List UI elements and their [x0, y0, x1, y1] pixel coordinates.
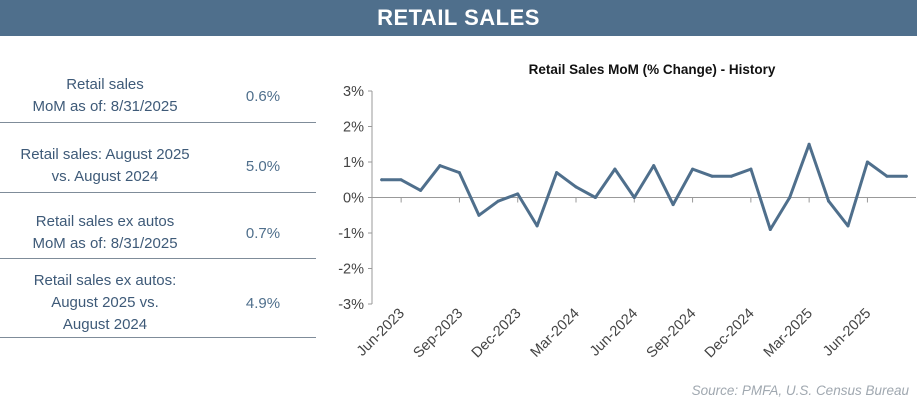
header-banner: RETAIL SALES	[0, 0, 917, 36]
data-point	[613, 167, 617, 171]
y-tick-label: -1%	[338, 226, 364, 242]
data-point	[438, 164, 442, 168]
data-point	[419, 188, 423, 192]
stat-value: 0.6%	[245, 87, 281, 105]
data-point	[710, 174, 714, 178]
stat-label-line: August 2025 vs.	[51, 294, 159, 311]
x-tick-label: Jun-2025	[820, 306, 874, 360]
data-point	[885, 174, 889, 178]
stat-label-line: MoM as of: 8/31/2025	[32, 98, 178, 115]
data-point	[516, 192, 520, 196]
divider	[0, 337, 316, 338]
x-tick-label: Dec-2024	[702, 306, 758, 362]
data-point	[865, 160, 869, 164]
x-tick-label: Jun-2024	[587, 306, 641, 360]
data-point	[691, 167, 695, 171]
data-point	[457, 171, 461, 175]
stat-label-line: August 2024	[62, 316, 148, 333]
data-point	[904, 174, 908, 178]
data-point	[827, 199, 831, 203]
x-tick-label: Mar-2025	[761, 306, 816, 361]
stat-label-line: vs. August 2024	[51, 168, 159, 185]
stat-label-line: Retail sales ex autos	[35, 213, 175, 230]
stat-value: 0.7%	[245, 224, 281, 242]
data-point	[768, 228, 772, 231]
stat-label: Retail sales: August 2025 vs. August 202…	[0, 144, 210, 188]
data-point	[593, 196, 597, 199]
divider	[0, 192, 316, 193]
data-point	[380, 178, 384, 182]
stat-value: 5.0%	[245, 157, 281, 175]
divider	[0, 258, 316, 259]
data-point	[788, 196, 792, 199]
x-tick-label: Sep-2024	[644, 306, 700, 362]
series-line	[380, 142, 908, 231]
stat-label-line: Retail sales: August 2025	[20, 146, 190, 163]
y-tick-label: -3%	[338, 297, 364, 313]
y-tick-label: 1%	[343, 155, 364, 171]
chart-title: Retail Sales MoM (% Change) - History	[529, 62, 776, 77]
y-tick-label: 2%	[343, 120, 364, 136]
data-point	[729, 174, 733, 178]
data-point	[535, 224, 539, 228]
line-chart: Retail Sales MoM (% Change) - History 3% 2…	[338, 62, 916, 362]
data-point	[399, 178, 403, 182]
y-tick-label: 3%	[343, 84, 364, 100]
stat-label: Retail sales ex autos MoM as of: 8/31/20…	[0, 211, 210, 255]
data-point	[652, 164, 656, 168]
stat-label: Retail sales ex autos: August 2025 vs. A…	[0, 270, 210, 336]
stat-label-line: Retail sales	[66, 76, 144, 93]
data-point	[574, 185, 578, 189]
stat-value: 4.9%	[245, 294, 281, 312]
source-note: Source: PMFA, U.S. Census Bureau	[691, 383, 909, 398]
data-point	[846, 224, 850, 228]
x-tick-label: Mar-2024	[528, 306, 583, 361]
data-point	[749, 167, 753, 171]
data-point	[496, 199, 500, 203]
data-point	[671, 203, 675, 207]
data-point	[807, 142, 811, 146]
stat-row-retail-mom: Retail sales MoM as of: 8/31/2025 0.6%	[0, 70, 316, 122]
stat-row-retail-yoy: Retail sales: August 2025 vs. August 202…	[0, 140, 316, 192]
data-point	[477, 213, 481, 217]
y-tick-label: 0%	[343, 191, 364, 207]
data-point	[632, 196, 636, 199]
x-tick-label: Dec-2023	[469, 306, 525, 362]
data-point	[555, 171, 559, 175]
x-tick-label: Sep-2023	[410, 306, 466, 362]
stat-label: Retail sales MoM as of: 8/31/2025	[0, 74, 210, 118]
x-tick-label: Jun-2023	[354, 306, 408, 360]
page-title: RETAIL SALES	[377, 5, 540, 30]
stat-row-exautos-yoy: Retail sales ex autos: August 2025 vs. A…	[0, 270, 316, 336]
stat-label-line: MoM as of: 8/31/2025	[32, 235, 178, 252]
y-tick-label: -2%	[338, 262, 364, 278]
divider	[0, 122, 316, 123]
stat-label-line: Retail sales ex autos:	[33, 272, 177, 289]
stat-row-exautos-mom: Retail sales ex autos MoM as of: 8/31/20…	[0, 207, 316, 259]
